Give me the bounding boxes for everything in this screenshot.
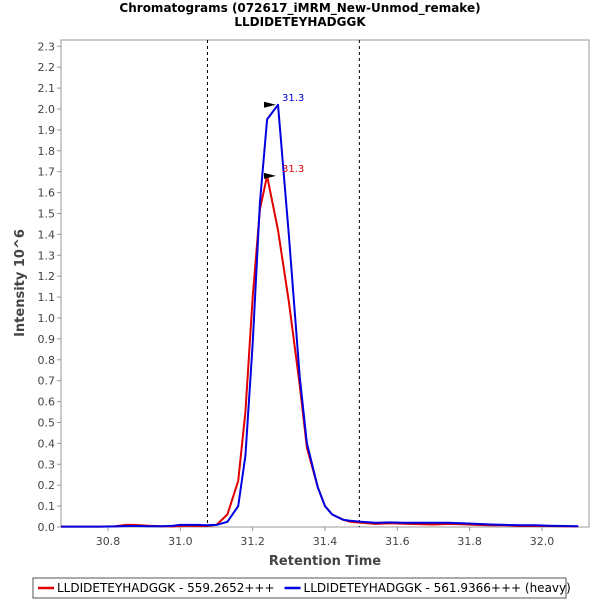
- x-tick-label: 31.8: [457, 535, 482, 548]
- y-tick-label: 1.7: [38, 166, 56, 179]
- series-lines: [61, 103, 579, 528]
- y-tick-label: 0.7: [38, 375, 56, 388]
- peak-annotations: 31.3 31.3: [263, 93, 304, 179]
- y-axis-ticks: 0.0 0.1 0.2 0.3 0.4 0.5 0.6 0.7 0.8 0.9 1.0 1.1 1.2 1…: [38, 40, 61, 534]
- legend-label: LLDIDETEYHADGGK - 559.2652+++: [57, 581, 275, 595]
- y-tick-label: 1.8: [38, 145, 56, 158]
- y-tick-label: 2.2: [38, 61, 56, 74]
- y-axis-label: Intensity 10^6: [13, 229, 28, 337]
- chart-subtitle: LLDIDETEYHADGGK: [234, 15, 366, 29]
- x-tick-label: 31.4: [313, 535, 338, 548]
- y-tick-label: 0.4: [38, 437, 56, 450]
- x-tick-label: 31.6: [385, 535, 410, 548]
- plot-area: [60, 39, 590, 528]
- chart-title: Chromatograms (072617_iMRM_New-Unmod_rem…: [119, 1, 480, 16]
- y-tick-label: 1.3: [38, 249, 56, 262]
- peak-marker: [263, 172, 276, 179]
- y-tick-label: 2.1: [38, 82, 56, 95]
- y-tick-label: 1.0: [38, 312, 56, 325]
- y-tick-label: 0.3: [38, 458, 56, 471]
- peak-label: 31.3: [282, 164, 304, 175]
- x-axis-label: Retention Time: [269, 554, 381, 569]
- y-tick-label: 1.6: [38, 187, 56, 200]
- x-tick-label: 31.2: [240, 535, 265, 548]
- peak-marker: [263, 101, 276, 108]
- legend-label: LLDIDETEYHADGGK - 561.9366+++ (heavy): [304, 581, 571, 595]
- x-tick-label: 30.8: [96, 535, 121, 548]
- peak-label: 31.3: [282, 93, 304, 104]
- y-tick-label: 0.2: [38, 479, 56, 492]
- y-tick-label: 1.2: [38, 270, 56, 283]
- y-tick-label: 1.1: [38, 291, 56, 304]
- y-tick-label: 2.3: [38, 40, 56, 53]
- y-tick-label: 0.5: [38, 416, 56, 429]
- x-tick-label: 32.0: [530, 535, 555, 548]
- x-axis-ticks: 30.8 31.0 31.2 31.4 31.6 31.8 32.0: [96, 527, 554, 548]
- y-tick-label: 0.1: [38, 500, 56, 513]
- y-tick-label: 0.6: [38, 396, 56, 409]
- y-tick-label: 0.0: [38, 521, 56, 534]
- y-tick-label: 0.9: [38, 333, 56, 346]
- legend-items: LLDIDETEYHADGGK - 559.2652+++ LLDIDETEYHA…: [38, 581, 571, 595]
- y-tick-label: 0.8: [38, 354, 56, 367]
- y-tick-label: 2.0: [38, 103, 56, 116]
- y-tick-label: 1.9: [38, 124, 56, 137]
- y-tick-label: 1.5: [38, 207, 56, 220]
- y-tick-label: 1.4: [38, 228, 56, 241]
- series-line-2: [61, 103, 579, 528]
- x-tick-label: 31.0: [168, 535, 193, 548]
